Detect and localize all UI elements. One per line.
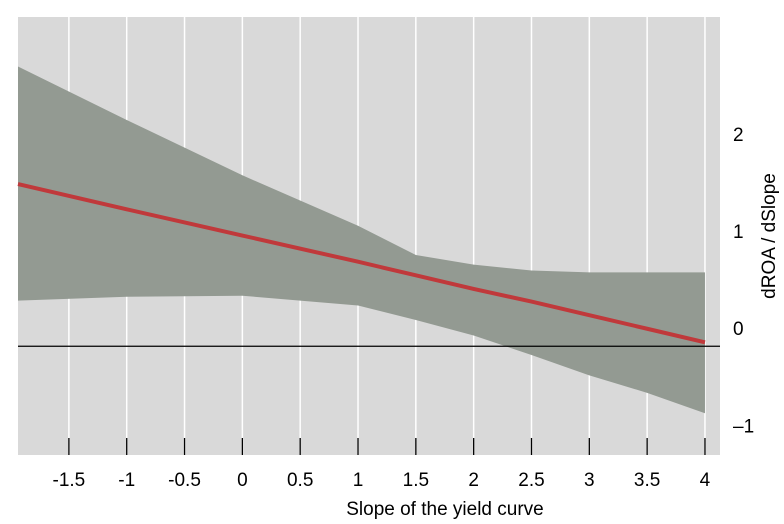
x-tick-label: -1 bbox=[118, 470, 135, 491]
x-tick-label: 0 bbox=[237, 470, 248, 491]
marks bbox=[17, 66, 720, 414]
x-tick-label: 2.5 bbox=[518, 470, 544, 491]
y-tick-label: 2 bbox=[733, 125, 744, 146]
x-tick-label: 4 bbox=[700, 470, 711, 491]
y-tick-label: 1 bbox=[733, 222, 744, 243]
effect-line bbox=[17, 182, 706, 345]
x-tick-label: -0.5 bbox=[168, 470, 201, 491]
x-tick-label: 0.5 bbox=[287, 470, 313, 491]
x-tick-label: 3 bbox=[584, 470, 595, 491]
x-tick-label: 1 bbox=[353, 470, 364, 491]
x-tick-label: 3.5 bbox=[634, 470, 660, 491]
y-tick-label: –1 bbox=[733, 416, 754, 437]
y-axis-label: dROA / dSlope bbox=[759, 173, 780, 299]
y-tick-label: 0 bbox=[733, 319, 744, 340]
x-axis-label: Slope of the yield curve bbox=[346, 499, 544, 520]
x-tick-label: 1.5 bbox=[403, 470, 429, 491]
x-tick-label: 2 bbox=[468, 470, 479, 491]
confidence-band bbox=[18, 66, 705, 414]
x-tick-label: -1.5 bbox=[53, 470, 86, 491]
